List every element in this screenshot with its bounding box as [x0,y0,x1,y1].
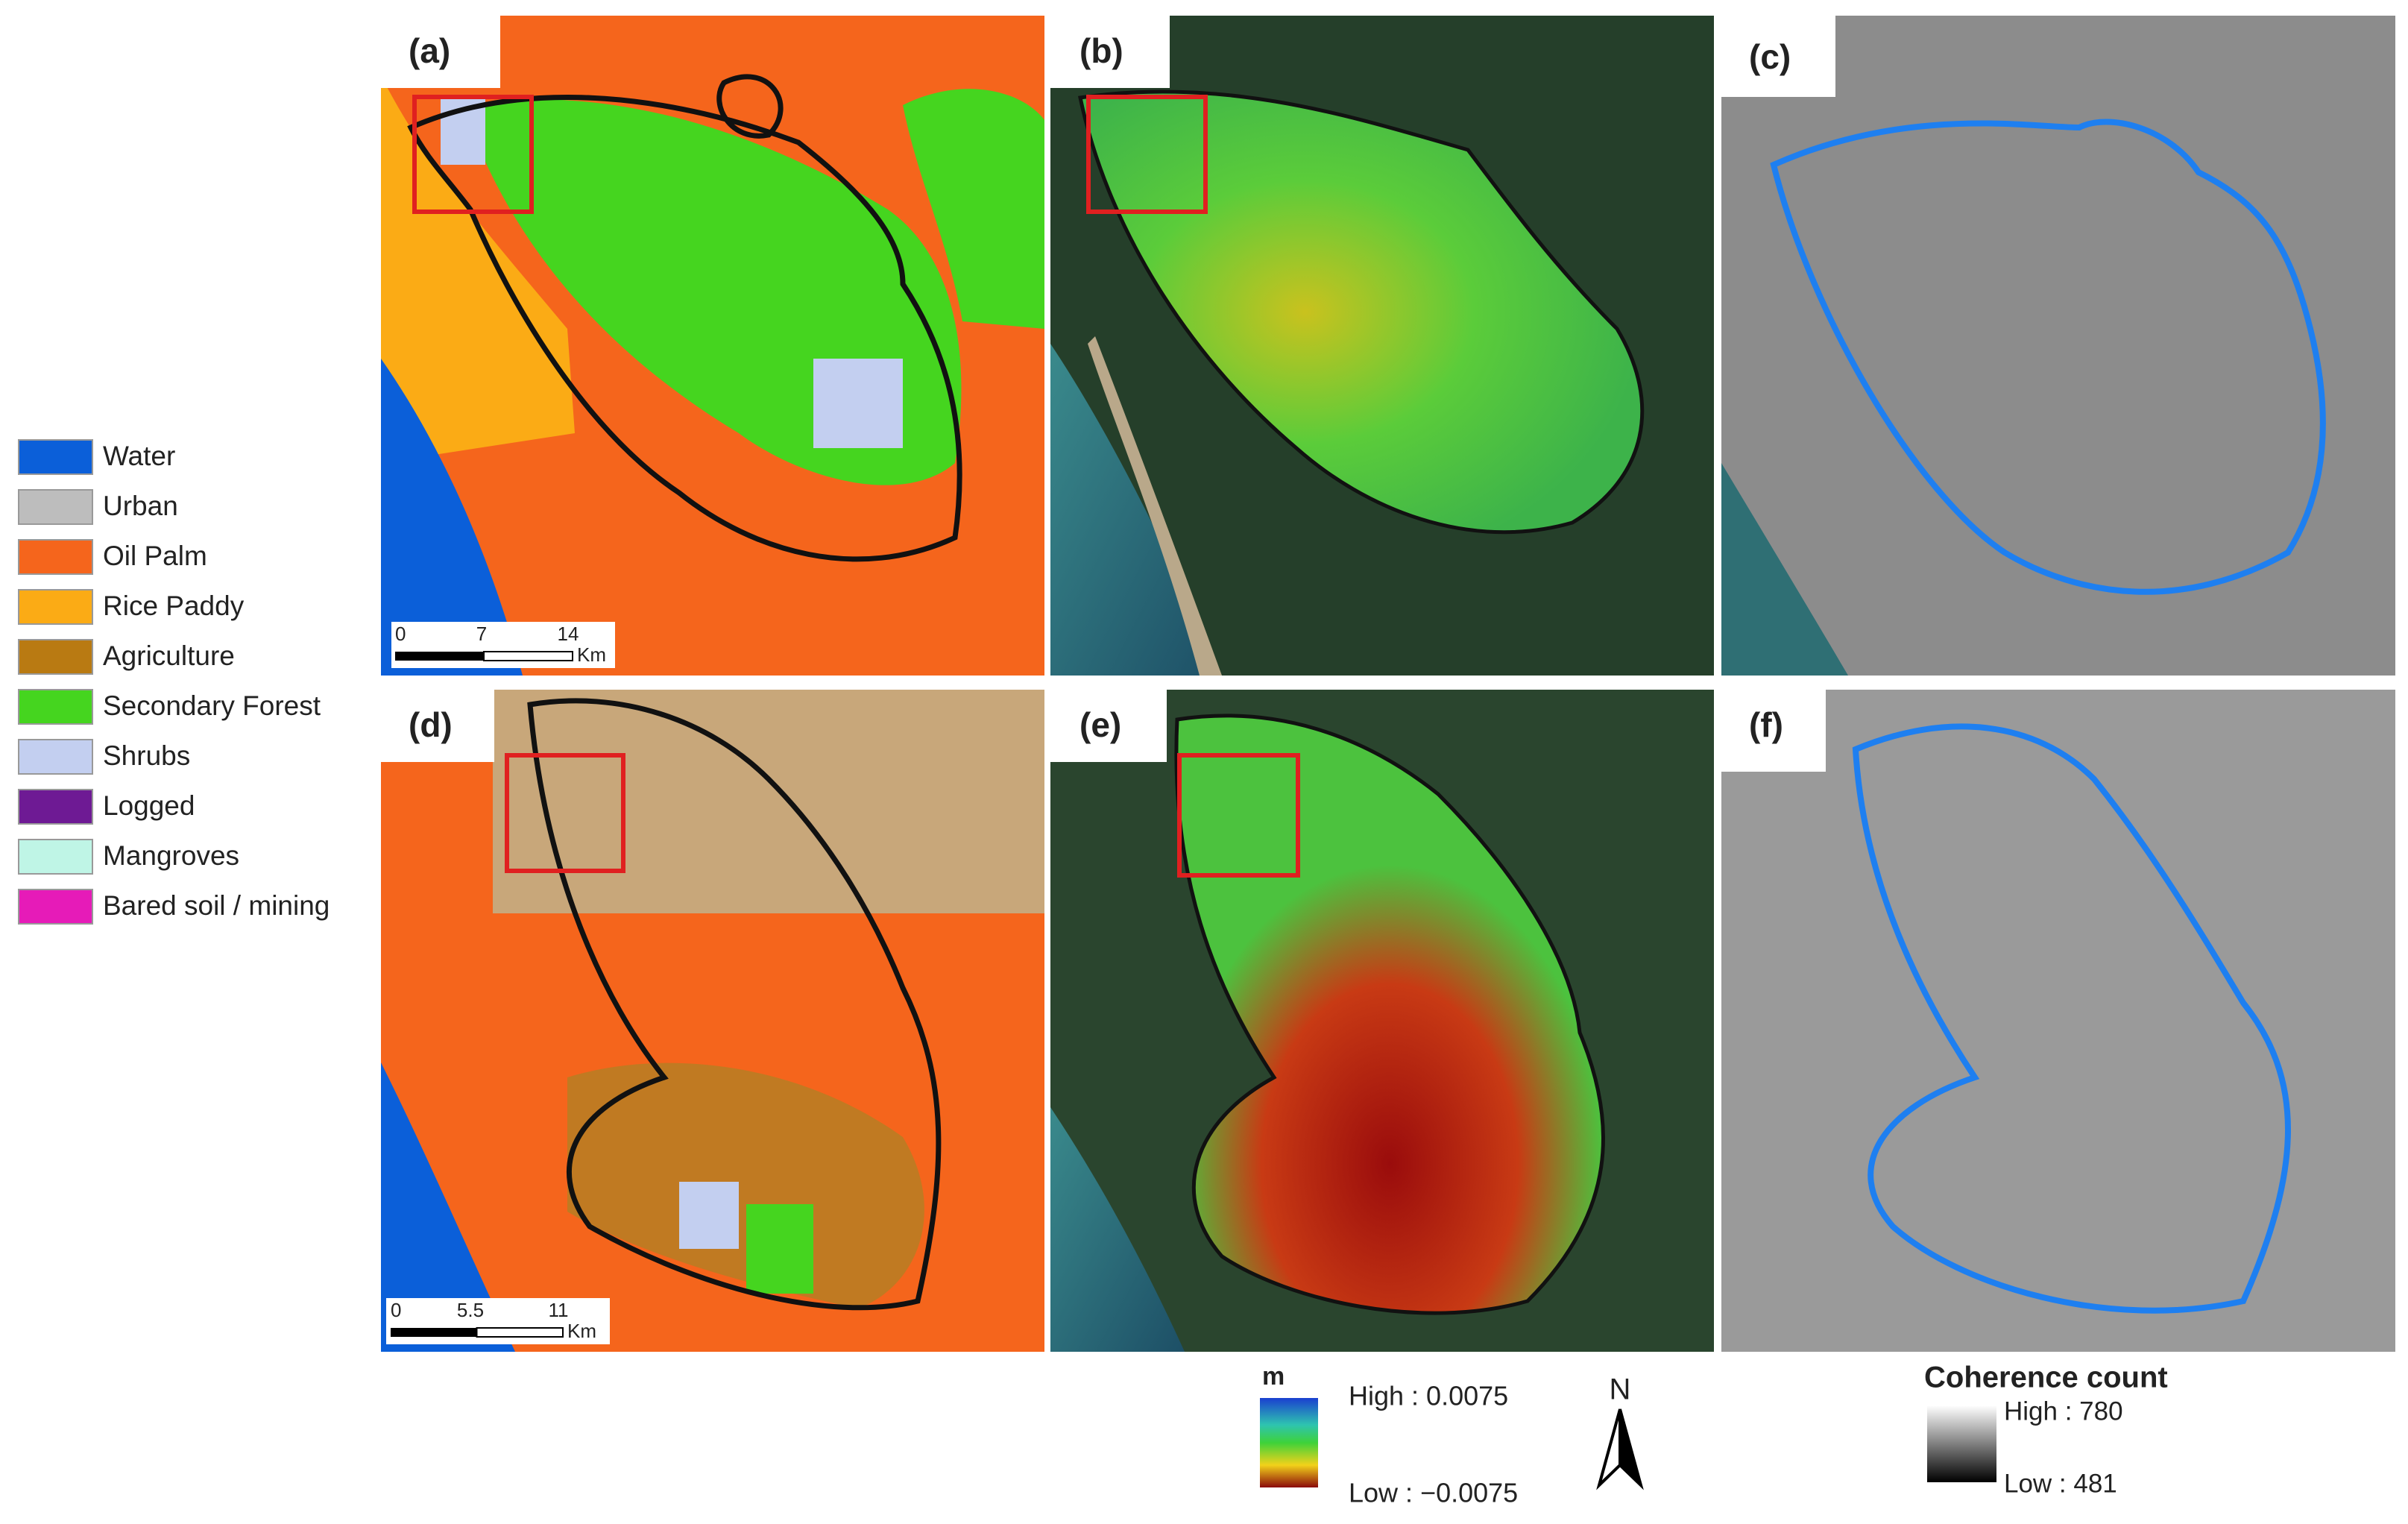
deformation-colorbar [1260,1398,1318,1487]
legend-label: Shrubs [103,740,190,771]
panel-label: (e) [1079,705,1121,744]
colorbar-unit: m [1262,1362,1285,1391]
north-arrow [1596,1408,1621,1490]
legend-swatch [18,689,93,725]
panel-label: (b) [1079,31,1123,70]
legend-label: Rice Paddy [103,591,245,621]
panel-label: (a) [409,31,450,70]
legend-label: Urban [103,491,178,521]
legend-label: Agriculture [103,640,235,671]
coherence-low: Low : 481 [2004,1469,2117,1498]
scale-bar-tick: 0 [395,623,406,645]
scale-bar-black [391,1328,477,1337]
legend-swatch [18,789,93,825]
panel-labels: (a) (b) (c) (d) (e) (f) [409,31,1791,744]
scale-bar-unit: Km [567,1320,596,1342]
panel-label: (d) [409,705,453,744]
land-cover-legend: Water Urban Oil Palm Rice Paddy Agriculture S… [18,439,330,925]
map-panel-f [1721,690,2395,1352]
scale-bar-white [476,1327,564,1338]
colorbar-high: High : 0.0075 [1349,1381,1508,1411]
panel-label: (f) [1749,705,1783,744]
legend-swatch [18,889,93,925]
legend-swatch [18,439,93,475]
colorbar-low: Low : −0.0075 [1349,1478,1518,1508]
map-panel-c [1721,16,2395,676]
legend-swatch [18,739,93,775]
scale-bar-unit: Km [577,643,606,666]
coherence-colorbar [1927,1405,1996,1482]
legend-swatch [18,639,93,675]
legend-label: Water [103,441,175,471]
scale-bar-tick: 14 [558,623,579,645]
scale-bar-white [483,651,573,661]
north-label: N [1610,1373,1631,1406]
legend-swatch [18,839,93,875]
legend-label: Logged [103,790,195,821]
scale-bar-tick: 7 [476,623,487,645]
map-panel-d [381,690,1044,1352]
coherence-high: High : 780 [2004,1397,2123,1426]
legend-label: Bared soil / mining [103,890,330,921]
scale-bar-tick: 5.5 [457,1299,484,1321]
map-panel-b [1050,16,1714,676]
north-arrow [1619,1408,1644,1490]
coherence-title: Coherence count [1924,1361,2168,1394]
scale-bar-black [395,652,484,661]
map-panel-e [1050,690,1714,1352]
scale-bar-tick: 0 [391,1299,401,1321]
legend-label: Oil Palm [103,541,207,571]
legend-swatch [18,539,93,575]
map-panel-a [381,16,1044,676]
panel-label: (c) [1749,37,1791,76]
scale-bar-tick: 11 [549,1299,569,1321]
legend-swatch [18,589,93,625]
legend-label: Secondary Forest [103,690,321,721]
legend-swatch [18,489,93,525]
legend-label: Mangroves [103,840,239,871]
